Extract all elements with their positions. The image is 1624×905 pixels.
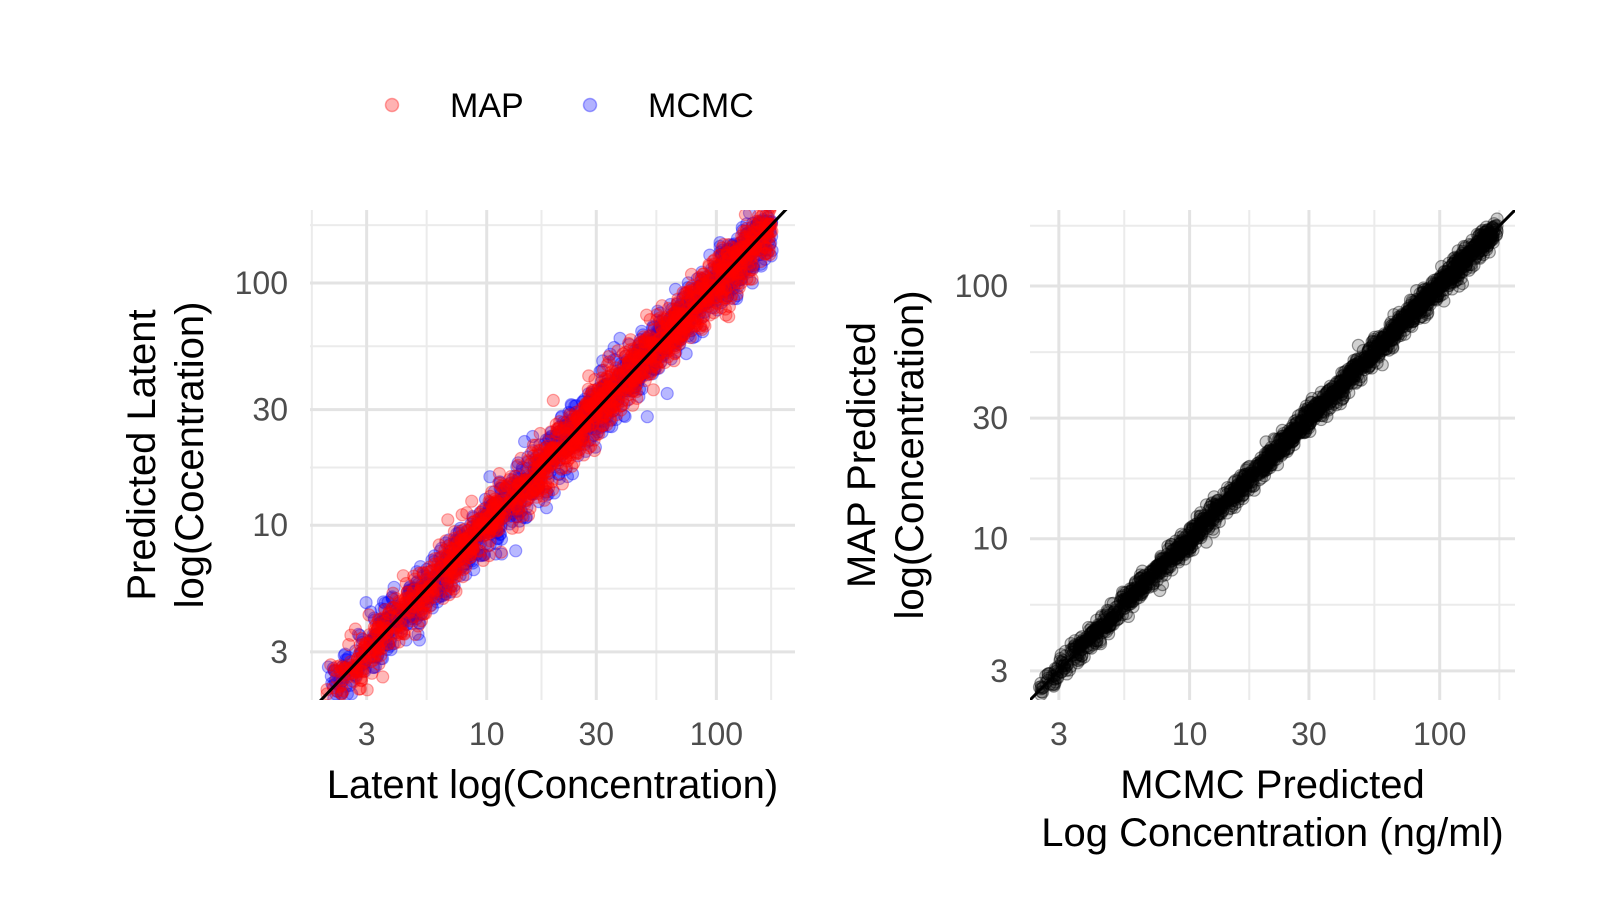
left-point-map — [325, 706, 337, 718]
left-point-map — [759, 185, 771, 197]
left-point-map — [761, 196, 773, 208]
left-point-map — [442, 514, 454, 526]
left-x-tick-label: 10 — [469, 716, 505, 752]
left-point-map — [663, 302, 675, 314]
left-point-map — [764, 204, 776, 216]
left-y-axis-label: Predicted Latent — [120, 309, 164, 600]
left-point-map — [744, 264, 756, 276]
left-point-map — [742, 196, 754, 208]
left-point-mcmc — [330, 704, 342, 716]
left-point-map — [377, 671, 389, 683]
left-identity-line — [299, 190, 804, 723]
left-x-tick-label: 100 — [690, 716, 743, 752]
left-x-axis-label: Latent log(Concentration) — [327, 763, 778, 807]
left-point-map — [466, 495, 478, 507]
left-point-mcmc — [360, 597, 372, 609]
right-point-series — [1229, 475, 1241, 487]
left-point-map — [534, 428, 546, 440]
left-point-map — [720, 309, 732, 321]
left-point-map — [605, 403, 617, 415]
left-point-map — [689, 315, 701, 327]
left-scatter-panel: 3 10 30 100 3 10 30 100 Latent log(Concentration… — [120, 185, 805, 807]
left-point-map — [763, 244, 775, 256]
left-point-map — [763, 185, 775, 197]
left-point-mcmc — [757, 194, 769, 206]
left-point-map — [630, 386, 642, 398]
left-y-tick-label: 30 — [252, 392, 288, 428]
left-point-map — [373, 658, 385, 670]
left-point-map — [659, 316, 671, 328]
left-point-mcmc — [327, 700, 339, 712]
left-x-tick-label: 3 — [358, 716, 376, 752]
left-y-tick-label: 3 — [270, 634, 288, 670]
left-point-map — [343, 639, 355, 651]
left-y-axis-label: log(Cocentration) — [168, 302, 212, 609]
legend-marker-map — [386, 99, 399, 112]
left-points — [321, 185, 778, 720]
left-point-map — [495, 546, 507, 558]
left-y-tick-label: 10 — [252, 507, 288, 543]
left-point-map — [739, 209, 751, 221]
left-point-map — [547, 394, 559, 406]
left-point-map — [675, 330, 687, 342]
left-point-map — [596, 419, 608, 431]
legend-label-map: MAP — [450, 87, 524, 125]
left-point-map — [488, 499, 500, 511]
left-point-map — [439, 544, 451, 556]
left-point-map — [762, 197, 774, 209]
left-point-map — [456, 509, 468, 521]
legend-marker-mcmc — [584, 99, 597, 112]
left-point-map — [715, 290, 727, 302]
left-y-tick-label: 100 — [235, 265, 288, 301]
left-point-mcmc — [762, 199, 774, 211]
left-x-tick-label: 30 — [578, 716, 614, 752]
left-point-map — [456, 525, 468, 537]
left-point-mcmc — [510, 545, 522, 557]
legend: MAP MCMC — [386, 87, 754, 125]
left-point-map — [555, 425, 567, 437]
left-point-map — [622, 357, 634, 369]
left-point-map — [493, 477, 505, 489]
legend-label-mcmc: MCMC — [648, 87, 754, 125]
left-point-map — [663, 342, 675, 354]
left-point-map — [361, 684, 373, 696]
left-point-map — [709, 264, 721, 276]
left-point-map — [644, 368, 656, 380]
left-point-map — [530, 439, 542, 451]
left-point-map — [389, 637, 401, 649]
left-point-mcmc — [766, 188, 778, 200]
left-point-map — [448, 571, 460, 583]
left-point-mcmc — [641, 411, 653, 423]
left-point-mcmc — [661, 388, 673, 400]
left-point-map — [510, 500, 522, 512]
left-point-mcmc — [340, 708, 352, 720]
left-point-map — [672, 293, 684, 305]
left-point-map — [349, 623, 361, 635]
left-point-map — [603, 351, 615, 363]
left-point-map — [538, 494, 550, 506]
left-point-map — [536, 476, 548, 488]
left-point-map — [583, 442, 595, 454]
left-point-map — [583, 370, 595, 382]
